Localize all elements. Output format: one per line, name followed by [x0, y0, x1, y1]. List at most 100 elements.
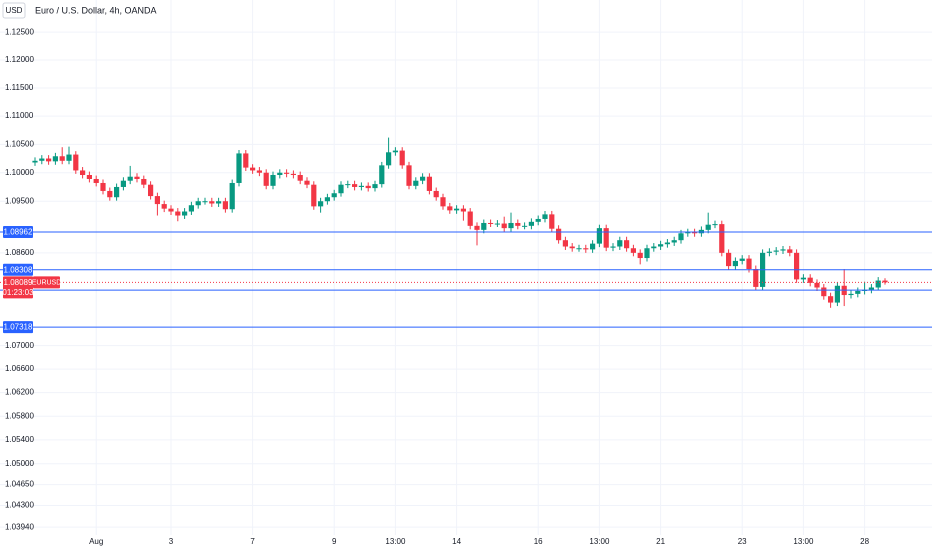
- candle-body: [52, 156, 58, 162]
- candle-body: [195, 201, 201, 206]
- candle-body: [501, 223, 507, 229]
- candle-body: [66, 154, 72, 161]
- candle-body: [678, 233, 684, 241]
- candle-body: [352, 184, 358, 187]
- candle-body: [617, 240, 623, 247]
- x-tick-label: 23: [738, 537, 747, 546]
- candle-body: [610, 246, 616, 248]
- x-tick-label: 21: [656, 537, 665, 546]
- countdown: 01:23:03: [2, 288, 34, 297]
- candle-body: [270, 175, 276, 186]
- candle-body: [583, 248, 589, 250]
- candle-body: [311, 184, 317, 207]
- candle-body: [386, 152, 392, 166]
- y-tick-label: 1.04300: [5, 501, 34, 510]
- candle-body: [651, 246, 657, 249]
- candle-body: [773, 250, 779, 252]
- candle-body: [576, 248, 582, 250]
- candle-body: [365, 185, 371, 189]
- y-tick-label: 1.06600: [5, 364, 34, 373]
- candle-body: [372, 184, 378, 189]
- candle-body: [712, 224, 718, 226]
- candle-body: [379, 165, 385, 185]
- candle-body: [243, 153, 249, 168]
- candle-body: [481, 222, 487, 230]
- candle-body: [324, 197, 330, 202]
- candle-body: [535, 218, 541, 222]
- last-price-label: 1.08089: [4, 278, 33, 287]
- candle-body: [263, 172, 269, 186]
- price-label-box: [3, 263, 33, 276]
- candle-body: [719, 224, 725, 253]
- x-tick-label: Aug: [89, 537, 103, 546]
- candle-body: [59, 156, 65, 161]
- y-tick-label: 1.06200: [5, 388, 34, 397]
- x-tick-label: 13:00: [793, 537, 814, 546]
- y-tick-label: 1.03940: [5, 522, 34, 531]
- x-tick-label: 28: [860, 537, 869, 546]
- candle-body: [596, 228, 602, 244]
- candle-body: [290, 173, 296, 176]
- candle-body: [562, 240, 568, 247]
- candle-body: [494, 223, 500, 225]
- candle-body: [86, 175, 92, 179]
- price-label-box: [3, 321, 33, 334]
- candle-body: [93, 178, 99, 183]
- candle-body: [141, 178, 147, 185]
- candle-body: [603, 228, 609, 248]
- candle-body: [202, 201, 208, 203]
- candle-body: [664, 242, 670, 245]
- candle-body: [522, 225, 528, 227]
- candle-body: [637, 252, 643, 259]
- candle-body: [440, 197, 446, 207]
- candle-body: [399, 150, 405, 166]
- candle-body: [780, 249, 786, 251]
- x-tick-label: 7: [250, 537, 255, 546]
- candle-body: [726, 252, 732, 267]
- y-tick-label: 1.04650: [5, 480, 34, 489]
- candle-body: [134, 176, 140, 179]
- candle-body: [73, 154, 79, 171]
- candle-body: [834, 285, 840, 303]
- candle-body: [250, 167, 256, 171]
- candle-body: [460, 208, 466, 212]
- candle-body: [304, 180, 310, 185]
- candle-body: [488, 222, 494, 224]
- candle-body: [508, 222, 514, 229]
- chart-title: Euro / U.S. Dollar, 4h, OANDA: [35, 5, 157, 15]
- candle-body: [338, 184, 344, 194]
- candle-body: [658, 244, 664, 247]
- y-tick-label: 1.09500: [5, 196, 34, 205]
- y-tick-label: 1.12000: [5, 55, 34, 64]
- candle-body: [284, 172, 290, 174]
- candle-body: [800, 277, 806, 280]
- candle-body: [406, 165, 412, 186]
- candle-body: [766, 251, 772, 253]
- currency: USD: [6, 6, 23, 15]
- y-tick-label: 1.07000: [5, 341, 34, 350]
- candle-body: [590, 243, 596, 250]
- candle-body: [875, 280, 881, 288]
- y-tick-label: 1.05400: [5, 435, 34, 444]
- x-tick-label: 14: [452, 537, 461, 546]
- candle-body: [753, 268, 759, 287]
- candle-body: [787, 249, 793, 253]
- candle-body: [542, 214, 548, 219]
- candle-body: [80, 170, 86, 176]
- candle-body: [32, 160, 38, 163]
- price-label: 1.08308: [4, 265, 33, 274]
- candle-body: [794, 252, 800, 280]
- x-tick-label: 16: [534, 537, 543, 546]
- y-tick-label: 1.05800: [5, 411, 34, 420]
- candle-body: [569, 246, 575, 249]
- candle-body: [515, 222, 521, 226]
- candle-body: [630, 248, 636, 253]
- candle-body: [46, 158, 52, 162]
- candle-body: [161, 204, 167, 209]
- y-tick-label: 1.05000: [5, 459, 34, 468]
- price-label: 1.08962: [4, 228, 33, 237]
- y-tick-label: 1.10500: [5, 139, 34, 148]
- candle-body: [331, 193, 337, 198]
- candle-body: [358, 185, 364, 187]
